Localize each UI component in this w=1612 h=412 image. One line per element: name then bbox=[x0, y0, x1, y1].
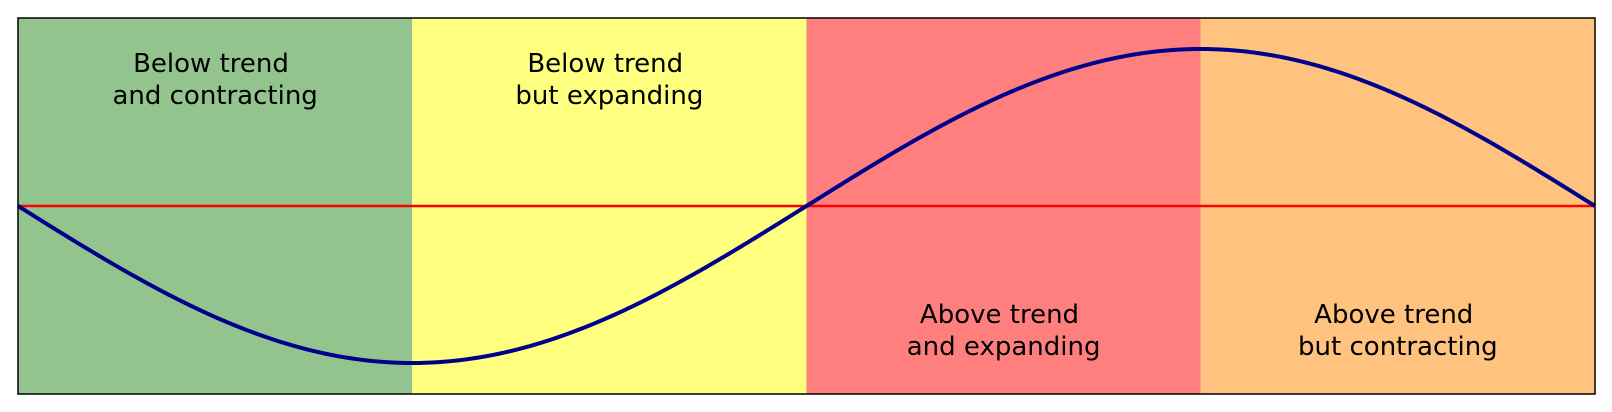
phase-labels: Below trend and contracting Below trend … bbox=[112, 49, 1497, 362]
diagram-frame bbox=[17, 17, 1596, 395]
phase-label-line1: Below trend bbox=[527, 49, 683, 79]
phase-label-line2: but expanding bbox=[515, 81, 703, 111]
phase-label-line1: Above trend bbox=[920, 300, 1079, 330]
phase-label-line2: and expanding bbox=[907, 332, 1101, 362]
phase-label-below-expanding: Below trend but expanding bbox=[515, 49, 703, 111]
phase-label-line1: Below trend bbox=[133, 49, 289, 79]
phase-label-below-contracting: Below trend and contracting bbox=[112, 49, 317, 111]
phase-label-line2: but contracting bbox=[1298, 332, 1498, 362]
phase-label-line1: Above trend bbox=[1314, 300, 1473, 330]
phase-label-above-contracting: Above trend but contracting bbox=[1298, 300, 1498, 362]
phase-label-line2: and contracting bbox=[112, 81, 317, 111]
phase-label-above-expanding: Above trend and expanding bbox=[907, 300, 1101, 362]
cycle-curve bbox=[16, 47, 1597, 365]
